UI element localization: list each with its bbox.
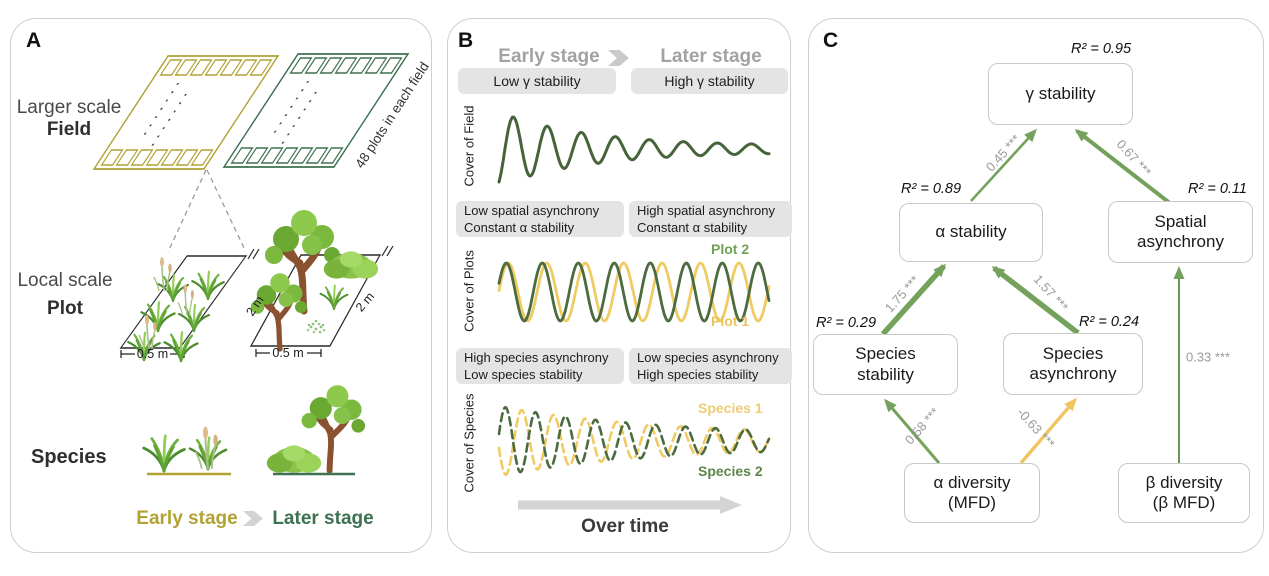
panel-b-label: B xyxy=(458,29,474,52)
plot2-legend: Plot 2 xyxy=(711,241,750,257)
field-early-plot-marks xyxy=(100,59,273,166)
plot-later-05m-dimension: 0.5 m xyxy=(272,346,304,360)
pill-high-species-asynchrony: High species asynchrony Low species stab… xyxy=(456,348,624,384)
field-early-ellipsis-dots xyxy=(147,94,187,151)
path-alphadiv-to-spasyn xyxy=(1019,397,1077,465)
pill-high-spatial-asynchrony: High spatial asynchrony Constant α stabi… xyxy=(629,201,792,237)
over-time-label: Over time xyxy=(581,516,669,537)
r2-gamma-stability: R² = 0.95 xyxy=(1071,41,1132,57)
sem-arrows xyxy=(880,128,1185,465)
over-time-arrow-icon xyxy=(518,496,742,514)
species-label: Species xyxy=(31,446,107,468)
stage-arrow-icon xyxy=(243,511,263,526)
path-spstab-to-alpha xyxy=(880,263,947,336)
box-beta-diversity: β diversity (β MFD) xyxy=(1118,463,1250,523)
plot-label: Plot xyxy=(47,298,83,319)
species1-wave xyxy=(497,408,771,476)
box-species-stability: Species stability xyxy=(813,334,958,395)
plot-early-tick-marks xyxy=(247,248,260,260)
field-early-ellipsis-dots xyxy=(140,83,180,140)
axis-cover-of-species: Cover of Species xyxy=(461,393,477,493)
species-early-icons xyxy=(142,425,228,473)
gamma-stability-wave xyxy=(497,115,771,184)
field-later-diagram xyxy=(222,53,410,168)
pill-low-gamma-stability: Low γ stability xyxy=(458,68,616,94)
plot-cover-wave-chart xyxy=(497,261,771,323)
local-scale-label: Local scale xyxy=(17,270,113,291)
path-spasyn-to-alpha xyxy=(991,265,1080,336)
panel-a-illustration xyxy=(92,53,410,552)
field-later-plot-marks xyxy=(230,57,403,164)
later-stage-label-a: Later stage xyxy=(272,508,374,529)
zoom-connector-lines xyxy=(167,169,246,253)
later-stage-label-b: Later stage xyxy=(660,46,762,67)
plot2-wave xyxy=(497,261,771,323)
species2-wave xyxy=(497,405,771,474)
species1-legend: Species 1 xyxy=(698,400,763,416)
dimension-line-later xyxy=(255,349,322,357)
path-alphadiv-to-spstab xyxy=(884,398,941,464)
panel-a-label: A xyxy=(26,29,42,52)
r2-species-asynchrony: R² = 0.24 xyxy=(1079,314,1140,330)
plot-early-outline xyxy=(119,255,248,349)
early-stage-label-b: Early stage xyxy=(498,46,600,67)
panel-b-temporal-dynamics: B Early stage Later stage Low γ stabilit… xyxy=(447,18,792,553)
panel-c-label: C xyxy=(823,29,839,52)
early-stage-label-a: Early stage xyxy=(136,508,238,529)
coef-beta-spatial: 0.33 *** xyxy=(1185,349,1231,365)
pill-low-spatial-asynchrony: Low spatial asynchrony Constant α stabil… xyxy=(456,201,624,237)
plot1-legend: Plot 1 xyxy=(711,313,750,329)
pill-low-species-asynchrony: Low species asynchrony High species stab… xyxy=(629,348,792,384)
axis-cover-of-plots: Cover of Plots xyxy=(461,250,477,332)
pill-high-gamma-stability: High γ stability xyxy=(631,68,788,94)
species-later-icons xyxy=(266,382,369,474)
plot-early-vegetation xyxy=(127,256,225,363)
field-later-ellipsis-dots xyxy=(277,92,317,149)
species-cover-wave-chart xyxy=(497,405,771,476)
r2-alpha-stability: R² = 0.89 xyxy=(901,181,962,197)
plot-later-tick-marks xyxy=(381,245,394,257)
panel-c-sem-diagram: C γ stability α stability Spatial asynch… xyxy=(808,18,1264,553)
box-species-asynchrony: Species asynchrony xyxy=(1003,333,1143,395)
larger-scale-label: Larger scale xyxy=(16,97,122,118)
r2-spatial-asynchrony: R² = 0.11 xyxy=(1188,181,1247,197)
axis-cover-of-field: Cover of Field xyxy=(461,105,477,187)
plot-early-05m-dimension: 0.5 m xyxy=(136,347,169,361)
box-alpha-stability: α stability xyxy=(899,203,1043,262)
panel-a-sampling-design: A xyxy=(10,18,432,553)
box-spatial-asynchrony: Spatial asynchrony xyxy=(1108,201,1253,263)
box-alpha-diversity: α diversity (MFD) xyxy=(904,463,1040,523)
species2-legend: Species 2 xyxy=(698,463,763,479)
path-spatial-to-gamma xyxy=(1074,129,1173,206)
field-cover-wave-chart xyxy=(497,115,771,184)
field-label: Field xyxy=(46,119,92,140)
stage-arrow-icon xyxy=(608,50,629,66)
box-gamma-stability: γ stability xyxy=(988,63,1133,125)
plot-later-vegetation xyxy=(251,210,379,349)
r2-species-stability: R² = 0.29 xyxy=(816,315,877,331)
path-alpha-to-gamma xyxy=(970,128,1038,202)
field-early-diagram xyxy=(92,55,280,170)
field-later-ellipsis-dots xyxy=(270,81,310,138)
